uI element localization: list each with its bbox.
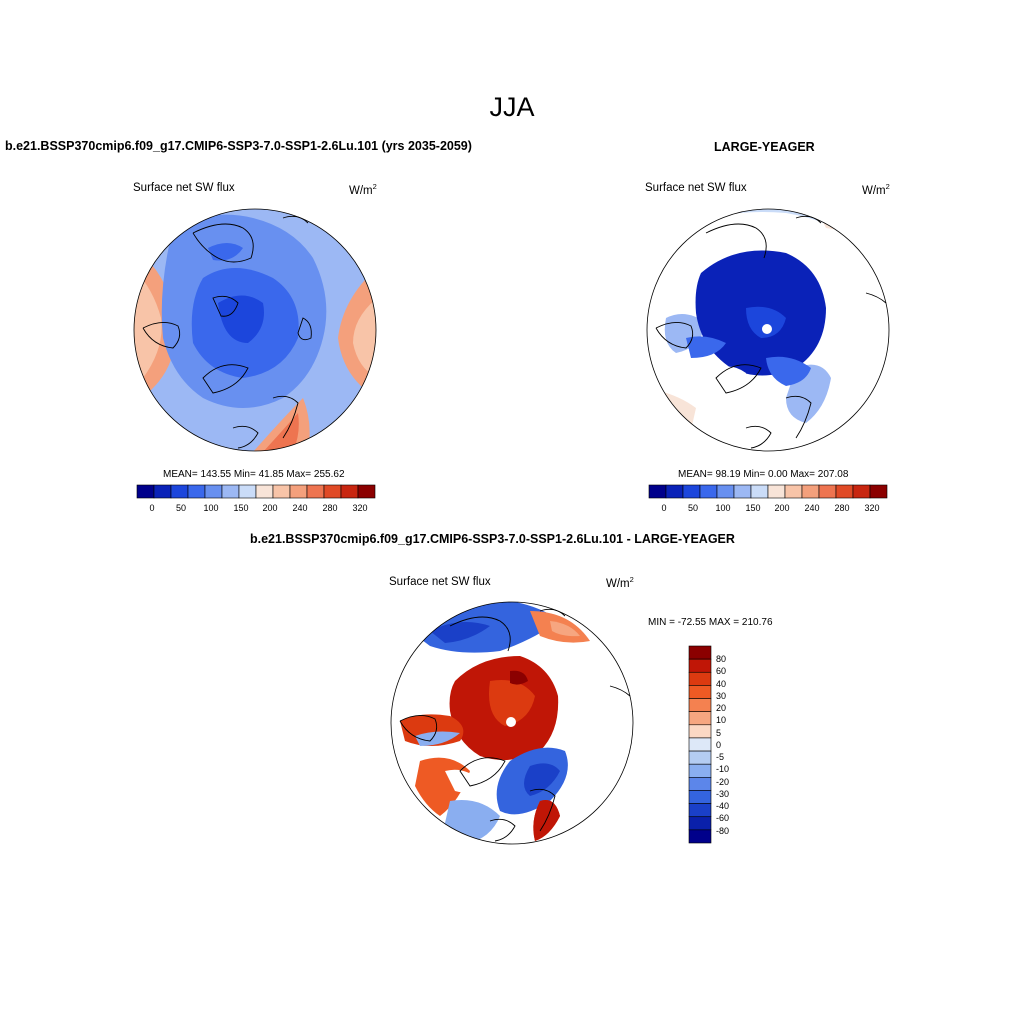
right-variable-label: Surface net SW flux (645, 182, 747, 194)
left-colorbar (136, 484, 376, 499)
colorbar-swatch (688, 685, 712, 699)
colorbar-swatch (688, 671, 712, 686)
diff-stats: MIN = -72.55 MAX = 210.76 (648, 617, 773, 628)
colorbar-swatch (688, 829, 712, 844)
colorbar-swatch (688, 737, 712, 752)
colorbar-swatch (306, 484, 325, 499)
colorbar-swatch (688, 658, 712, 673)
colorbar-swatch (357, 484, 376, 499)
colorbar-swatch (852, 484, 871, 499)
diff-cbar-label: 5 (716, 728, 722, 738)
colorbar-swatch (289, 484, 308, 499)
right-stats: MEAN= 98.19 Min= 0.00 Max= 207.08 (678, 469, 849, 480)
colorbar-swatch (187, 484, 206, 499)
colorbar-swatch (238, 484, 257, 499)
left-cbar-tick: 0 (149, 503, 155, 513)
left-units-label: W/m2 (349, 182, 377, 197)
right-cbar-tick: 50 (687, 503, 699, 513)
colorbar-swatch (733, 484, 752, 499)
colorbar-swatch (716, 484, 735, 499)
diff-cbar-label: 30 (716, 691, 727, 701)
colorbar-swatch (204, 484, 223, 499)
right-cbar-tick: 100 (715, 503, 731, 513)
diff-cbar-label: -30 (716, 789, 730, 799)
diff-cbar-label: 10 (716, 715, 727, 725)
diff-cbar-label: -40 (716, 801, 730, 811)
colorbar-swatch (682, 484, 701, 499)
colorbar-swatch (688, 790, 712, 804)
colorbar-swatch (869, 484, 888, 499)
right-cbar-tick: 0 (661, 503, 667, 513)
diff-cbar-label: 0 (716, 740, 722, 750)
right-units-label: W/m2 (862, 182, 890, 197)
right-cbar-tick: 200 (774, 503, 790, 513)
colorbar-swatch (784, 484, 803, 499)
diff-cbar-label: 20 (716, 703, 727, 713)
colorbar-swatch (136, 484, 155, 499)
colorbar-swatch (340, 484, 359, 499)
colorbar-swatch (688, 645, 712, 660)
diff-colorbar (688, 645, 712, 844)
diff-units-label: W/m2 (606, 575, 634, 590)
colorbar-swatch (170, 484, 189, 499)
right-cbar-tick: 240 (804, 503, 820, 513)
colorbar-swatch (323, 484, 342, 499)
right-polar-map (646, 208, 890, 452)
right-colorbar-ticks: 0 50 100 150 200 240 280 320 (649, 503, 887, 515)
left-cbar-tick: 100 (203, 503, 219, 513)
colorbar-swatch (688, 763, 712, 778)
left-cbar-tick: 240 (292, 503, 308, 513)
diff-cbar-label: -60 (716, 813, 730, 823)
left-cbar-tick: 50 (175, 503, 187, 513)
colorbar-swatch (801, 484, 820, 499)
colorbar-swatch (699, 484, 718, 499)
left-colorbar-ticks: 0 50 100 150 200 240 280 320 (137, 503, 375, 515)
colorbar-swatch (665, 484, 684, 499)
colorbar-swatch (688, 698, 712, 712)
left-polar-map (133, 208, 377, 452)
colorbar-swatch (255, 484, 274, 499)
right-cbar-tick: 150 (745, 503, 761, 513)
diff-cbar-label: -10 (716, 764, 730, 774)
colorbar-swatch (688, 711, 712, 726)
diff-cbar-label: -5 (716, 752, 725, 762)
diff-variable-label: Surface net SW flux (389, 576, 491, 588)
left-variable-label: Surface net SW flux (133, 182, 235, 194)
colorbar-swatch (767, 484, 786, 499)
colorbar-swatch (153, 484, 172, 499)
colorbar-swatch (688, 724, 712, 739)
colorbar-swatch (818, 484, 837, 499)
diff-cbar-label: -20 (716, 777, 730, 787)
diff-cbar-label: -80 (716, 826, 730, 836)
diff-colorbar-labels: 80 60 40 30 20 10 5 0 -5 -10 -20 -30 -40… (716, 646, 746, 846)
diff-cbar-label: 40 (716, 679, 727, 689)
right-case-title: LARGE-YEAGER (714, 140, 815, 154)
colorbar-swatch (688, 816, 712, 831)
colorbar-swatch (272, 484, 291, 499)
colorbar-swatch (688, 777, 712, 791)
figure-title: JJA (489, 92, 535, 122)
right-cbar-tick: 280 (834, 503, 850, 513)
diff-case-title: b.e21.BSSP370cmip6.f09_g17.CMIP6-SSP3-7.… (250, 532, 735, 546)
colorbar-swatch (750, 484, 769, 499)
right-cbar-tick: 320 (864, 503, 880, 513)
right-colorbar (648, 484, 888, 499)
colorbar-swatch (835, 484, 854, 499)
colorbar-swatch (688, 803, 712, 818)
diff-cbar-label: 60 (716, 666, 727, 676)
colorbar-swatch (648, 484, 667, 499)
colorbar-swatch (221, 484, 240, 499)
left-cbar-tick: 280 (322, 503, 338, 513)
colorbar-swatch (688, 750, 712, 765)
left-case-title: b.e21.BSSP370cmip6.f09_g17.CMIP6-SSP3-7.… (5, 139, 472, 153)
left-cbar-tick: 320 (352, 503, 368, 513)
left-stats: MEAN= 143.55 Min= 41.85 Max= 255.62 (163, 469, 345, 480)
diff-polar-map (390, 601, 634, 845)
left-cbar-tick: 200 (262, 503, 278, 513)
diff-cbar-label: 80 (716, 654, 727, 664)
left-cbar-tick: 150 (233, 503, 249, 513)
